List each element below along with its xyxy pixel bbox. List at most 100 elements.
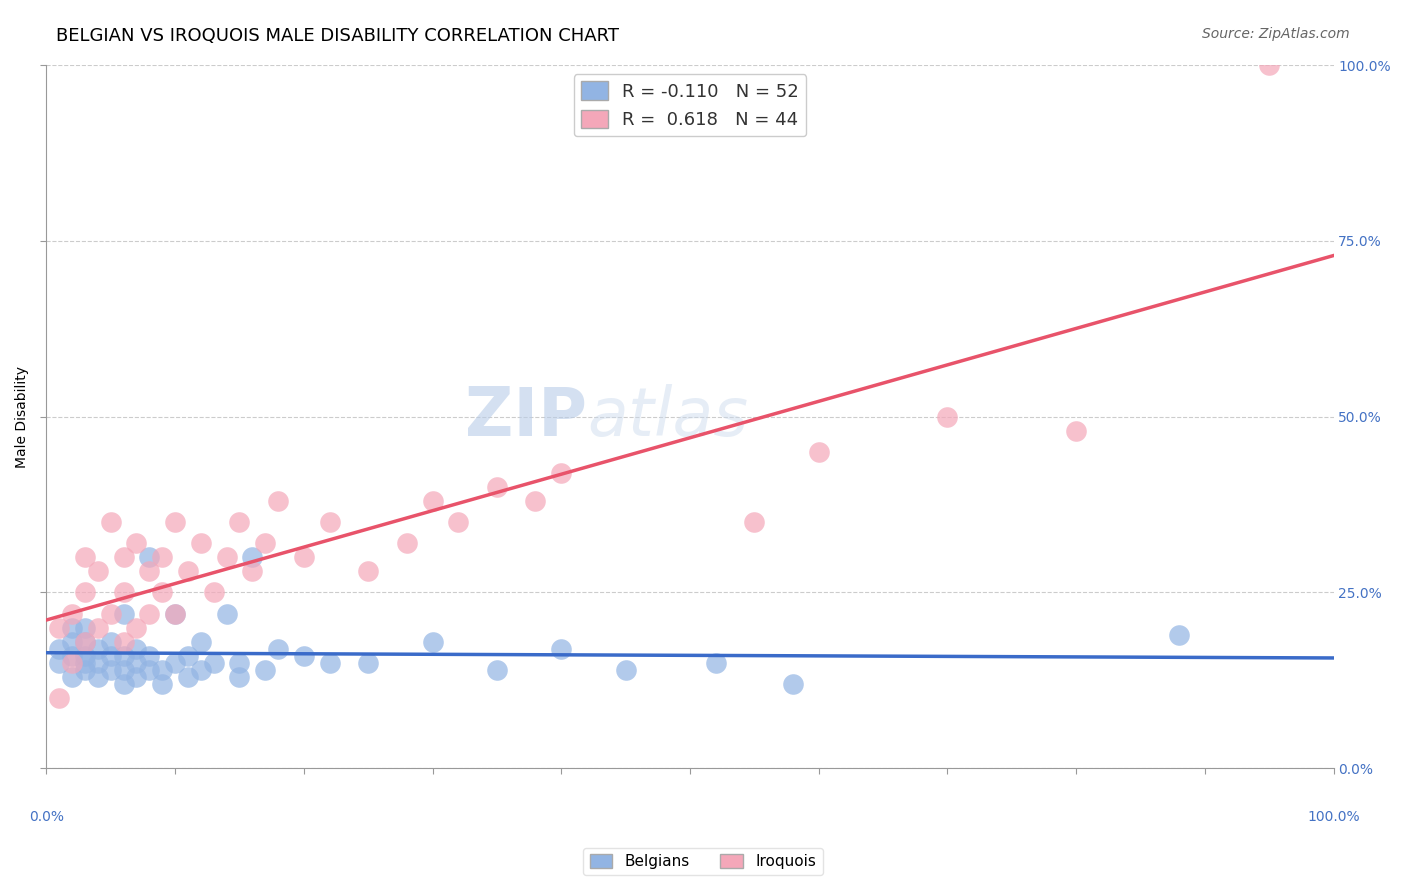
Point <box>100 663 122 677</box>
Point <box>318 656 340 670</box>
Text: Source: ZipAtlas.com: Source: ZipAtlas.com <box>1202 27 1350 41</box>
Point <box>150 663 173 677</box>
Point <box>73 663 96 677</box>
Point <box>125 536 148 550</box>
Point <box>165 515 187 529</box>
Point <box>292 550 315 565</box>
Point <box>112 648 135 663</box>
Point <box>165 656 187 670</box>
Point <box>267 494 290 508</box>
Point <box>73 656 96 670</box>
Point <box>807 445 830 459</box>
Point <box>422 494 444 508</box>
Point <box>1168 628 1191 642</box>
Point <box>485 480 508 494</box>
Legend: R = -0.110   N = 52, R =  0.618   N = 44: R = -0.110 N = 52, R = 0.618 N = 44 <box>574 74 806 136</box>
Point <box>240 565 263 579</box>
Point <box>228 515 250 529</box>
Point <box>73 648 96 663</box>
Point <box>936 409 959 424</box>
Point <box>165 607 187 621</box>
Point <box>150 550 173 565</box>
Point <box>177 670 200 684</box>
Point <box>782 677 804 691</box>
Point <box>447 515 470 529</box>
Point <box>228 670 250 684</box>
Point <box>48 690 70 705</box>
Point <box>215 550 238 565</box>
Text: BELGIAN VS IROQUOIS MALE DISABILITY CORRELATION CHART: BELGIAN VS IROQUOIS MALE DISABILITY CORR… <box>56 27 619 45</box>
Text: ZIP: ZIP <box>465 384 586 450</box>
Legend: Belgians, Iroquois: Belgians, Iroquois <box>583 848 823 875</box>
Point <box>190 634 212 648</box>
Point <box>524 494 547 508</box>
Point <box>112 585 135 599</box>
Point <box>73 550 96 565</box>
Point <box>60 648 83 663</box>
Point <box>215 607 238 621</box>
Text: 100.0%: 100.0% <box>1308 811 1360 824</box>
Point <box>485 663 508 677</box>
Point <box>138 565 160 579</box>
Point <box>1064 424 1087 438</box>
Point <box>395 536 418 550</box>
Point <box>100 634 122 648</box>
Point <box>125 670 148 684</box>
Text: 0.0%: 0.0% <box>30 811 63 824</box>
Point <box>254 536 277 550</box>
Point <box>138 607 160 621</box>
Point <box>240 550 263 565</box>
Point <box>422 634 444 648</box>
Point <box>60 607 83 621</box>
Point <box>165 607 187 621</box>
Point <box>150 677 173 691</box>
Point <box>125 656 148 670</box>
Point <box>112 550 135 565</box>
Point <box>550 641 572 656</box>
Point <box>100 648 122 663</box>
Point <box>100 607 122 621</box>
Point <box>190 663 212 677</box>
Point <box>60 634 83 648</box>
Point <box>87 670 110 684</box>
Point <box>704 656 727 670</box>
Point <box>138 663 160 677</box>
Point <box>60 621 83 635</box>
Point <box>1258 58 1281 72</box>
Point <box>100 515 122 529</box>
Point <box>73 634 96 648</box>
Y-axis label: Male Disability: Male Disability <box>15 366 30 467</box>
Point <box>73 621 96 635</box>
Point <box>87 621 110 635</box>
Point <box>73 634 96 648</box>
Point <box>190 536 212 550</box>
Point <box>357 565 380 579</box>
Point <box>202 656 225 670</box>
Point <box>112 634 135 648</box>
Point <box>48 656 70 670</box>
Point <box>228 656 250 670</box>
Point <box>48 641 70 656</box>
Point <box>138 648 160 663</box>
Point <box>202 585 225 599</box>
Point <box>73 585 96 599</box>
Point <box>292 648 315 663</box>
Point <box>87 565 110 579</box>
Point <box>112 607 135 621</box>
Text: atlas: atlas <box>586 384 748 450</box>
Point <box>60 670 83 684</box>
Point <box>318 515 340 529</box>
Point <box>614 663 637 677</box>
Point <box>125 641 148 656</box>
Point <box>267 641 290 656</box>
Point <box>550 466 572 480</box>
Point <box>125 621 148 635</box>
Point <box>112 677 135 691</box>
Point <box>60 656 83 670</box>
Point <box>150 585 173 599</box>
Point <box>87 641 110 656</box>
Point <box>254 663 277 677</box>
Point <box>87 656 110 670</box>
Point <box>177 565 200 579</box>
Point <box>138 550 160 565</box>
